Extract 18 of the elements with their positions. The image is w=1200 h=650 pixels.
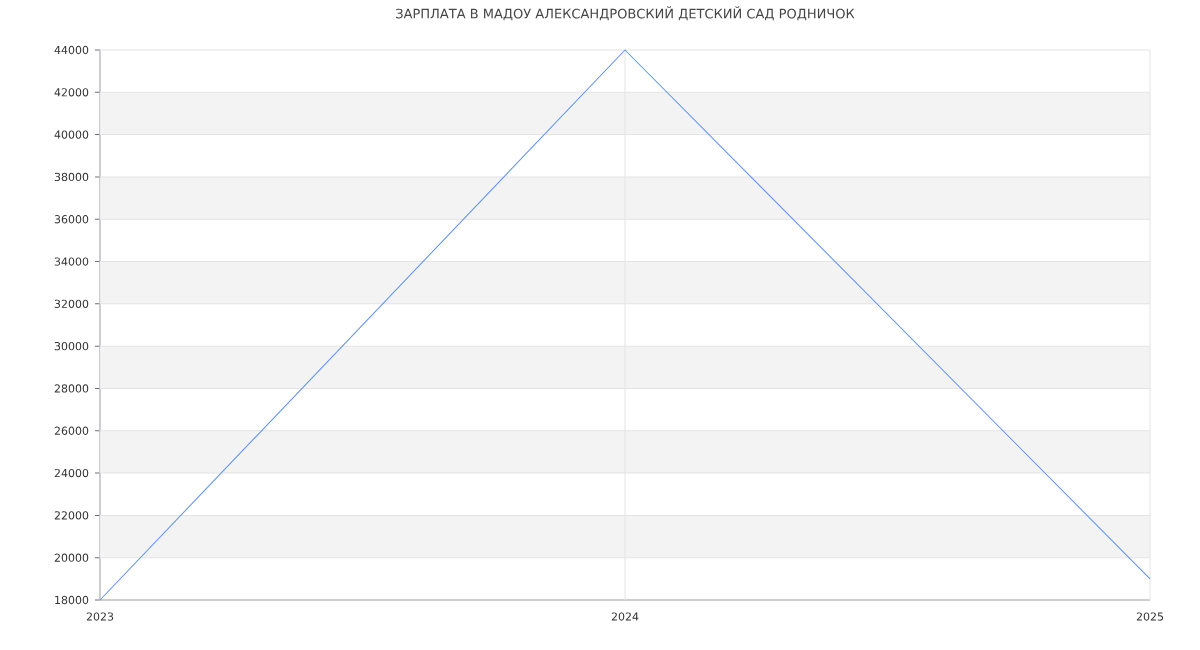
y-tick-label: 30000 <box>54 342 89 351</box>
y-tick-label: 44000 <box>54 45 89 55</box>
y-tick-label: 42000 <box>54 88 89 97</box>
y-tick-label: 34000 <box>54 257 89 266</box>
y-tick-label: 18000 <box>55 595 89 605</box>
y-tick-label: 38000 <box>54 172 89 182</box>
y-tick-label: 40000 <box>54 130 89 139</box>
y-tick-label: 36000 <box>54 215 89 224</box>
x-tick-label: 2025 <box>1136 612 1164 621</box>
y-tick-label: 24000 <box>54 468 89 478</box>
chart-title: ЗАРПЛАТА В МАДОУ АЛЕКСАНДРОВСКИЙ ДЕТСКИЙ САД РОДНИЧОК <box>396 6 855 21</box>
y-tick-label: 28000 <box>54 384 89 393</box>
y-tick-label: 22000 <box>54 511 89 520</box>
y-tick-label: 32000 <box>54 299 89 308</box>
x-tick-label: 2024 <box>611 612 639 621</box>
x-tick-label: 2023 <box>86 612 114 621</box>
y-tick-label: 20000 <box>54 553 89 562</box>
y-tick-label: 26000 <box>54 426 89 435</box>
